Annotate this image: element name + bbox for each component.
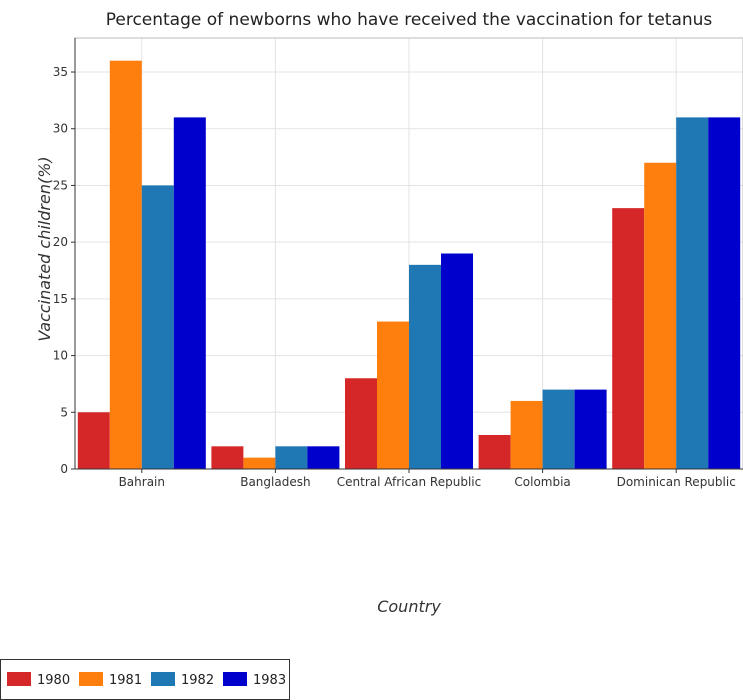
y-tick-label: 10 <box>53 349 68 363</box>
legend-label-1980: 1980 <box>37 673 70 688</box>
y-tick-label: 20 <box>53 235 68 249</box>
x-axis-label: Country <box>377 597 441 616</box>
y-axis-label: Vaccinated children(%) <box>35 156 54 341</box>
bar-1980-bahrain <box>77 412 110 469</box>
bar-1980-colombia <box>478 434 511 469</box>
bar-1983-central-african-republic <box>441 253 473 469</box>
bar-1981-colombia <box>510 400 543 469</box>
legend-swatch-1982 <box>151 672 175 686</box>
y-tick-label: 15 <box>53 292 68 306</box>
bar-1980-central-african-republic <box>345 378 377 469</box>
y-tick-label: 0 <box>60 462 68 476</box>
bar-1983-dominican-republic <box>708 117 741 469</box>
bar-1981-dominican-republic <box>644 162 677 469</box>
x-tick-label: Bahrain <box>119 475 165 489</box>
bar-1982-dominican-republic <box>676 117 709 469</box>
axes: 0 5 10 15 20 25 30 35 Bahrain Bangladesh Central A… <box>53 37 743 489</box>
legend-label-1983: 1983 <box>253 673 286 688</box>
x-tick-label: Colombia <box>514 475 570 489</box>
y-tick-label: 35 <box>53 65 68 79</box>
bar-1983-bahrain <box>173 117 206 469</box>
bar-1982-bangladesh <box>275 446 308 469</box>
bar-1982-bahrain <box>141 185 174 469</box>
bar-1982-central-african-republic <box>409 264 441 469</box>
bars-group <box>77 60 741 470</box>
x-tick-label: Central African Republic <box>337 475 481 489</box>
x-tick-label: Bangladesh <box>240 475 310 489</box>
bar-1980-bangladesh <box>211 446 244 469</box>
y-tick-label: 30 <box>53 122 68 136</box>
legend: 1980 1981 1982 1983 <box>0 659 290 700</box>
chart-title: Percentage of newborns who have received… <box>106 10 713 30</box>
legend-swatch-1981 <box>79 672 103 686</box>
legend-swatch-1980 <box>7 672 31 686</box>
bar-1983-colombia <box>574 389 607 469</box>
legend-label-1981: 1981 <box>109 673 142 688</box>
bar-1982-colombia <box>542 389 575 469</box>
x-tick-label: Dominican Republic <box>617 475 736 489</box>
y-tick-label: 5 <box>60 405 68 419</box>
bar-1981-central-african-republic <box>377 321 409 469</box>
legend-label-1982: 1982 <box>181 673 214 688</box>
legend-swatch-1983 <box>223 672 247 686</box>
y-tick-label: 25 <box>53 178 68 192</box>
bar-1981-bahrain <box>109 60 142 470</box>
bar-1983-bangladesh <box>307 446 340 469</box>
bar-1980-dominican-republic <box>612 208 645 469</box>
bar-1981-bangladesh <box>243 457 276 469</box>
